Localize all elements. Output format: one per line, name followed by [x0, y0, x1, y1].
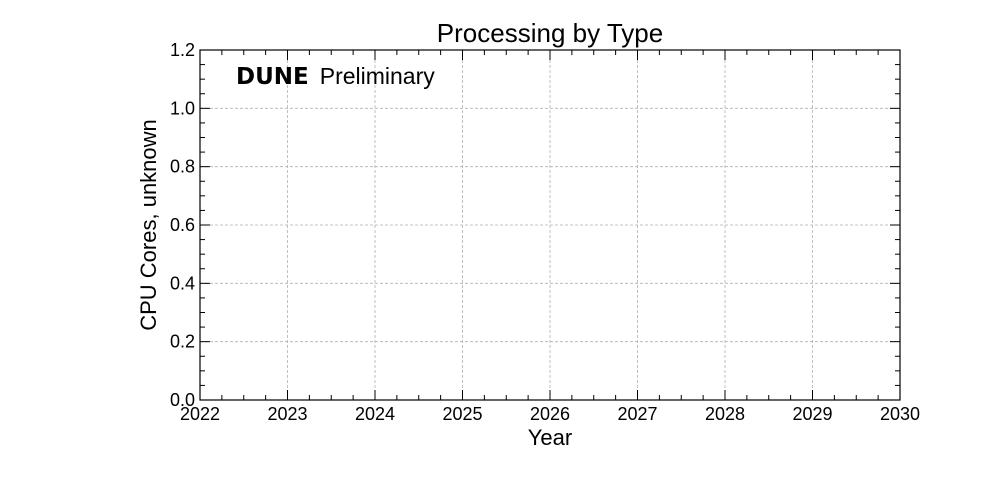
x-tick-label: 2023 — [267, 404, 307, 424]
y-tick-label: 0.8 — [170, 157, 195, 177]
dune-preliminary-annotation: DUNE Preliminary — [236, 63, 435, 90]
y-tick-label: 0.2 — [170, 332, 195, 352]
x-tick-label: 2026 — [530, 404, 570, 424]
x-tick-label: 2025 — [442, 404, 482, 424]
ticks — [199, 49, 901, 401]
y-tick-label: 0.0 — [170, 390, 195, 410]
x-tick-label: 2029 — [792, 404, 832, 424]
y-tick-labels: 0.0 0.2 0.4 0.6 0.8 1.0 1.2 — [170, 40, 195, 410]
dune-label: DUNE — [236, 64, 309, 90]
x-tick-label: 2028 — [705, 404, 745, 424]
preliminary-label: Preliminary — [320, 63, 436, 89]
chart-title: Processing by Type — [437, 18, 663, 48]
x-tick-label: 2024 — [355, 404, 395, 424]
y-tick-label: 1.0 — [170, 98, 195, 118]
x-tick-label: 2030 — [880, 404, 920, 424]
x-tick-label: 2022 — [180, 404, 220, 424]
y-tick-label: 0.4 — [170, 273, 195, 293]
x-axis-label: Year — [528, 425, 572, 450]
y-axis-label: CPU Cores, unknown — [136, 119, 161, 331]
x-tick-label: 2027 — [617, 404, 657, 424]
x-tick-labels: 2022 2023 2024 2025 2026 2027 2028 2029 2030 — [180, 404, 920, 424]
y-tick-label: 1.2 — [170, 40, 195, 60]
grid — [200, 50, 900, 400]
y-tick-label: 0.6 — [170, 215, 195, 235]
